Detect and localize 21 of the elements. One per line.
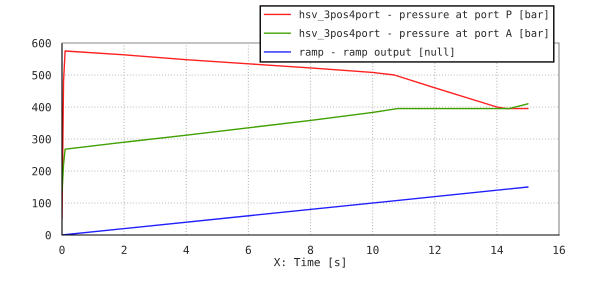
x-tick-label: 10 — [367, 246, 379, 254]
x-tick-label: 16 — [554, 246, 565, 254]
x-tick-label: 6 — [246, 246, 251, 254]
legend-label: hsv_3pos4port - pressure at port A [bar] — [300, 28, 548, 40]
y-tick-label: 400 — [32, 103, 51, 112]
line-series — [62, 103, 529, 192]
x-tick-label: 8 — [308, 246, 314, 254]
x-tick-label: 0 — [59, 246, 65, 254]
y-tick-label: 300 — [32, 135, 51, 144]
y-tick-label: 600 — [32, 39, 51, 48]
y-tick-label: 0 — [46, 231, 51, 240]
x-tick-label: 14 — [492, 246, 504, 254]
x-tick-label: 4 — [183, 246, 190, 254]
x-axis-title: X: Time [s] — [274, 258, 345, 268]
legend-label: ramp - ramp output [null] — [300, 48, 454, 58]
x-tick-label: 12 — [429, 246, 440, 254]
legend-label: hsv_3pos4port - pressure at port P [bar] — [300, 10, 548, 21]
y-tick-label: 100 — [32, 199, 51, 208]
y-tick-label: 200 — [32, 167, 51, 176]
x-tick-label: 2 — [122, 246, 127, 254]
y-tick-label: 500 — [32, 71, 51, 80]
